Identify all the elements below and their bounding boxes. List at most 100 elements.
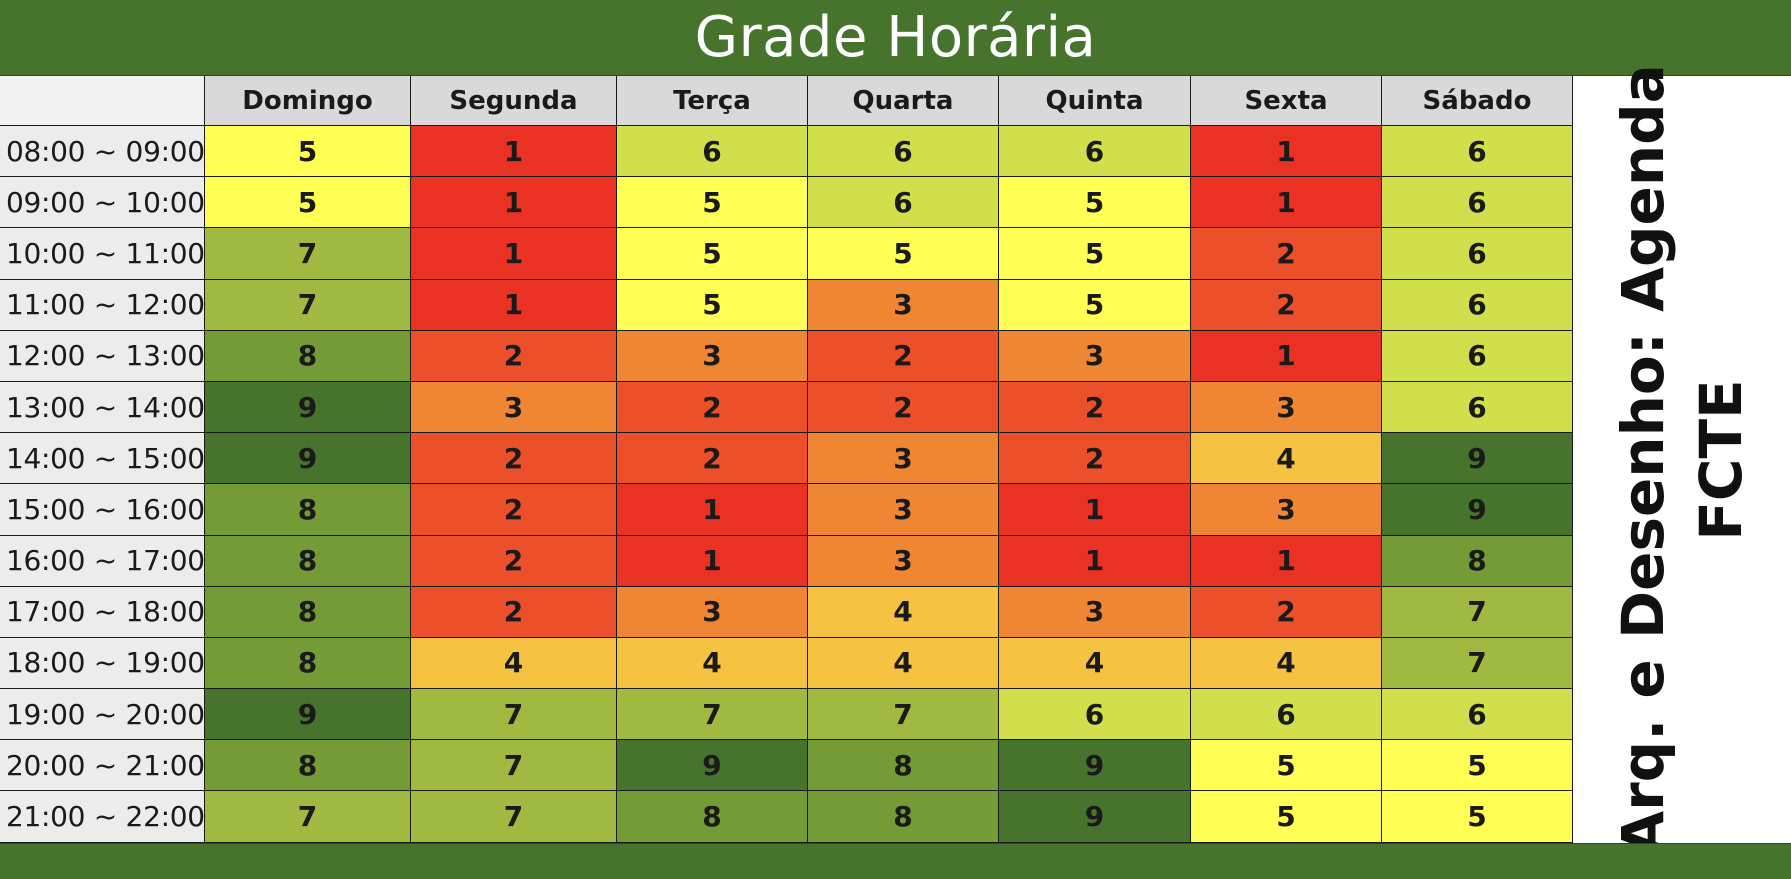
schedule-cell: 6: [999, 126, 1191, 178]
schedule-cell: 6: [1382, 689, 1573, 741]
day-header: Quarta: [808, 76, 999, 126]
grid-corner: [0, 76, 205, 126]
time-slot-label: 15:00 ~ 16:00: [0, 484, 205, 536]
time-slot-label: 17:00 ~ 18:00: [0, 586, 205, 638]
schedule-cell: 5: [1382, 791, 1573, 843]
schedule-cell: 8: [808, 740, 999, 792]
time-slot-label: 20:00 ~ 21:00: [0, 740, 205, 792]
schedule-cell: 3: [999, 586, 1191, 638]
schedule-cell: 8: [205, 586, 411, 638]
time-slot-label: 16:00 ~ 17:00: [0, 535, 205, 587]
schedule-cell: 6: [1382, 330, 1573, 382]
schedule-cell: 2: [411, 535, 617, 587]
schedule-cell: 6: [1382, 177, 1573, 229]
schedule-cell: 4: [411, 637, 617, 690]
schedule-cell: 9: [999, 791, 1191, 843]
time-slot-label: 10:00 ~ 11:00: [0, 228, 205, 280]
schedule-cell: 2: [617, 433, 808, 485]
day-header: Sábado: [1382, 76, 1573, 126]
schedule-cell: 1: [411, 279, 617, 331]
schedule-cell: 2: [1191, 279, 1382, 331]
schedule-cell: 8: [808, 791, 999, 843]
day-header: Sexta: [1191, 76, 1382, 126]
day-header: Terça: [617, 76, 808, 126]
schedule-cell: 6: [1382, 381, 1573, 434]
schedule-cell: 1: [411, 126, 617, 178]
day-header: Domingo: [205, 76, 411, 126]
schedule-cell: 1: [1191, 126, 1382, 178]
schedule-cell: 3: [1191, 484, 1382, 536]
schedule-cell: 1: [617, 535, 808, 587]
schedule-cell: 1: [1191, 177, 1382, 229]
schedule-cell: 8: [1382, 535, 1573, 587]
schedule-cell: 2: [411, 484, 617, 536]
schedule-cell: 3: [617, 330, 808, 382]
schedule-cell: 2: [1191, 586, 1382, 638]
schedule-cell: 6: [617, 126, 808, 178]
schedule-cell: 7: [411, 791, 617, 843]
time-slot-label: 12:00 ~ 13:00: [0, 330, 205, 382]
schedule-cell: 5: [1382, 740, 1573, 792]
schedule-cell: 4: [808, 637, 999, 690]
schedule-cell: 8: [617, 791, 808, 843]
schedule-cell: 6: [1191, 689, 1382, 741]
schedule-cell: 9: [205, 381, 411, 434]
schedule-cell: 6: [1382, 228, 1573, 280]
schedule-cell: 4: [808, 586, 999, 638]
schedule-cell: 1: [1191, 330, 1382, 382]
time-slot-label: 21:00 ~ 22:00: [0, 791, 205, 843]
schedule-cell: 3: [808, 484, 999, 536]
time-slot-label: 13:00 ~ 14:00: [0, 381, 205, 434]
schedule-cell: 7: [617, 689, 808, 741]
side-panel: Arq. e Desenho: Agenda FCTE: [1573, 64, 1791, 855]
schedule-cell: 8: [205, 330, 411, 382]
schedule-cell: 5: [617, 279, 808, 331]
schedule-cell: 5: [617, 228, 808, 280]
time-slot-label: 14:00 ~ 15:00: [0, 433, 205, 485]
schedule-cell: 8: [205, 637, 411, 690]
side-label: Arq. e Desenho: Agenda FCTE: [1604, 64, 1760, 856]
schedule-cell: 6: [999, 689, 1191, 741]
schedule-cell: 4: [999, 637, 1191, 690]
schedule-cell: 1: [999, 484, 1191, 536]
time-slot-label: 18:00 ~ 19:00: [0, 637, 205, 690]
schedule-cell: 5: [205, 126, 411, 178]
schedule-cell: 1: [411, 228, 617, 280]
schedule-cell: 7: [205, 791, 411, 843]
schedule-cell: 9: [999, 740, 1191, 792]
schedule-cell: 5: [999, 228, 1191, 280]
schedule-cell: 8: [205, 535, 411, 587]
schedule-cell: 9: [205, 689, 411, 741]
schedule-cell: 2: [617, 381, 808, 434]
time-slot-label: 09:00 ~ 10:00: [0, 177, 205, 229]
schedule-cell: 1: [411, 177, 617, 229]
schedule-cell: 5: [1191, 791, 1382, 843]
footer-bar: [0, 843, 1791, 879]
schedule-cell: 3: [617, 586, 808, 638]
schedule-cell: 7: [205, 279, 411, 331]
schedule-cell: 6: [1382, 279, 1573, 331]
side-label-line1: Arq. e Desenho: Agenda: [1609, 63, 1678, 856]
schedule-cell: 5: [205, 177, 411, 229]
schedule-cell: 2: [808, 381, 999, 434]
schedule-cell: 7: [808, 689, 999, 741]
schedule-cell: 5: [808, 228, 999, 280]
schedule-cell: 2: [1191, 228, 1382, 280]
schedule-cell: 8: [205, 484, 411, 536]
schedule-cell: 3: [1191, 381, 1382, 434]
schedule-cell: 4: [1191, 637, 1382, 690]
schedule-cell: 3: [808, 535, 999, 587]
schedule-cell: 3: [808, 433, 999, 485]
day-header: Quinta: [999, 76, 1191, 126]
schedule-grid: Domingo Segunda Terça Quarta Quinta Sexta Sába…: [0, 76, 1573, 843]
schedule-cell: 4: [617, 637, 808, 690]
schedule-cell: 7: [1382, 637, 1573, 690]
schedule-cell: 3: [999, 330, 1191, 382]
schedule-cell: 4: [1191, 433, 1382, 485]
schedule-cell: 7: [411, 740, 617, 792]
schedule-cell: 6: [808, 177, 999, 229]
schedule-cell: 7: [1382, 586, 1573, 638]
schedule-cell: 2: [999, 381, 1191, 434]
schedule-cell: 5: [999, 177, 1191, 229]
schedule-cell: 9: [617, 740, 808, 792]
